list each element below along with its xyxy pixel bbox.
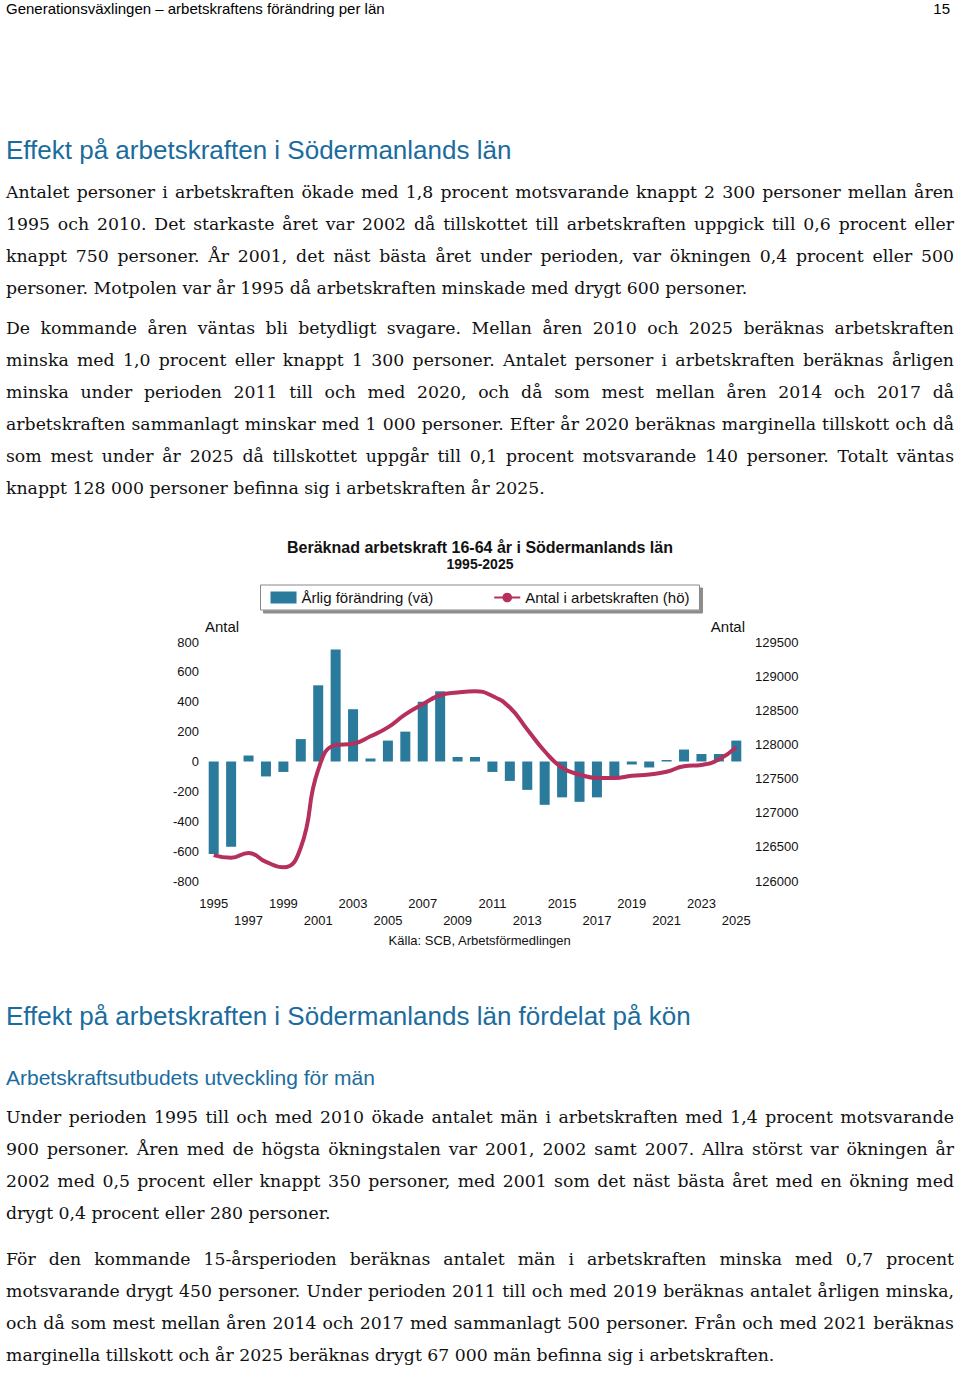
svg-text:600: 600 [177,664,199,679]
svg-text:2017: 2017 [582,913,611,928]
svg-text:Antal i arbetskraften (hö): Antal i arbetskraften (hö) [525,589,689,606]
svg-text:127500: 127500 [755,771,798,786]
svg-text:2019: 2019 [617,896,646,911]
svg-text:1997: 1997 [234,913,263,928]
svg-text:2007: 2007 [408,896,437,911]
svg-text:128500: 128500 [755,703,798,718]
svg-text:129000: 129000 [755,669,798,684]
html-text:Effekt på arbetskraften i Söde: Effekt på arbetskraften i Södermanlands … [6,135,512,165]
html-text:Arbetskraftsutbudets utvecklin: Arbetskraftsutbudets utveckling för män [6,1066,375,1089]
html-text:15: 15 [933,0,950,17]
svg-text:-800: -800 [173,874,199,889]
svg-text:126500: 126500 [755,839,798,854]
svg-text:-400: -400 [173,814,199,829]
svg-text:2005: 2005 [373,913,402,928]
svg-text:800: 800 [177,635,199,650]
svg-text:Antal: Antal [711,618,745,635]
svg-text:Antal: Antal [205,618,239,635]
html-text:Antalet personer i arbetskraft: Antalet personer i arbetskraften ökade m… [6,182,954,298]
svg-text:2015: 2015 [548,896,577,911]
svg-text:2009: 2009 [443,913,472,928]
html-text:Under perioden 1995 till och m: Under perioden 1995 till och med 2010 ök… [6,1107,954,1223]
svg-text:2021: 2021 [652,913,681,928]
svg-text:127000: 127000 [755,805,798,820]
svg-text:Beräknad arbetskraft 16-64 år: Beräknad arbetskraft 16-64 år i Söderman… [287,539,673,556]
svg-text:Årlig förändring (vä): Årlig förändring (vä) [302,589,434,606]
svg-text:1995: 1995 [199,896,228,911]
svg-text:2023: 2023 [687,896,716,911]
html-text:För den kommande 15-årsperiode: För den kommande 15-årsperioden beräknas… [6,1249,954,1365]
svg-text:400: 400 [177,694,199,709]
svg-text:2011: 2011 [478,896,506,911]
html-text:De kommande åren väntas bli be: De kommande åren väntas bli betydligt sv… [6,318,954,498]
svg-text:1999: 1999 [269,896,298,911]
svg-text:2025: 2025 [722,913,751,928]
svg-text:126000: 126000 [755,874,798,889]
svg-text:Källa: SCB, Arbetsförmedlingen: Källa: SCB, Arbetsförmedlingen [389,933,571,948]
svg-text:2013: 2013 [513,913,542,928]
svg-text:129500: 129500 [755,635,798,650]
svg-text:-200: -200 [173,784,199,799]
svg-text:0: 0 [192,754,199,769]
svg-text:2003: 2003 [339,896,368,911]
svg-text:2001: 2001 [304,913,333,928]
svg-text:128000: 128000 [755,737,798,752]
html-text:Effekt på arbetskraften i Söde: Effekt på arbetskraften i Södermanlands … [6,1001,691,1031]
html-text:Generationsväxlingen – arbetsk: Generationsväxlingen – arbetskraftens fö… [6,0,385,17]
svg-text:1995-2025: 1995-2025 [447,556,514,572]
svg-text:-600: -600 [173,844,199,859]
svg-text:200: 200 [177,724,199,739]
